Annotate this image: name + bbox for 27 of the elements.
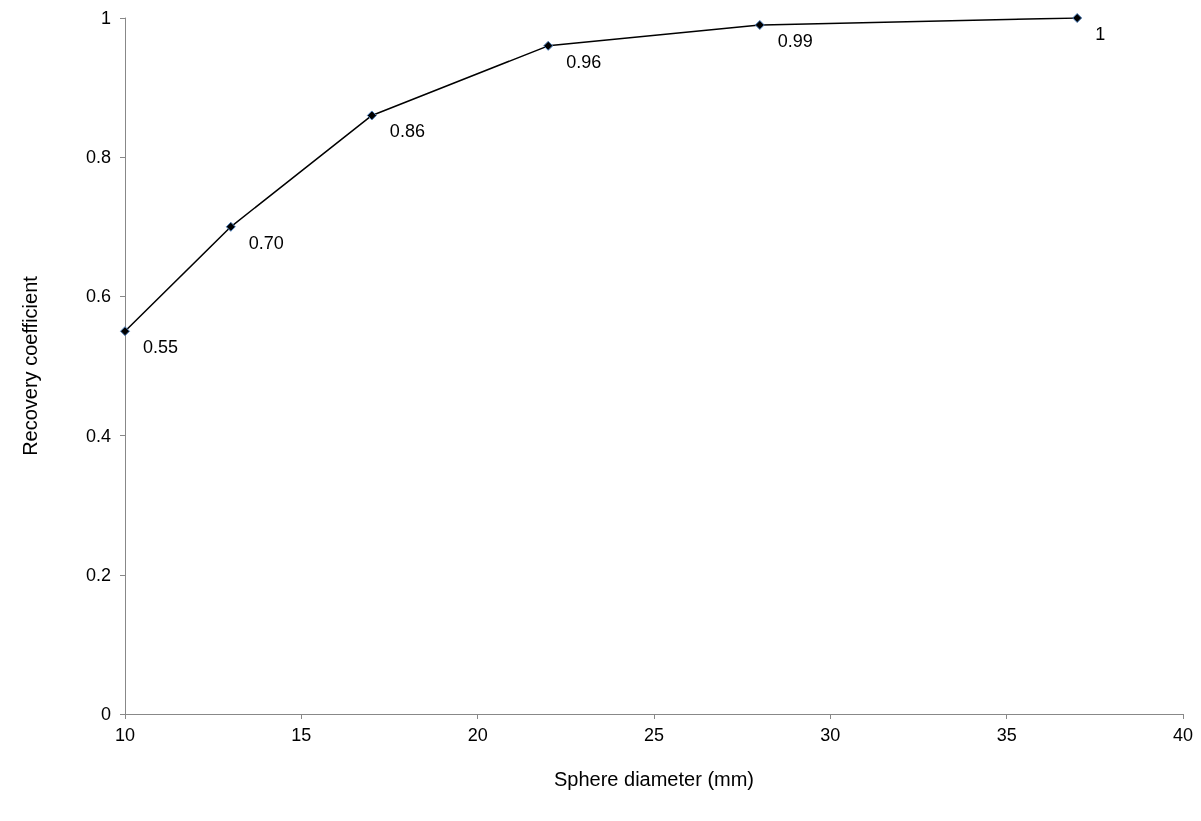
y-tick-label: 1 xyxy=(100,8,111,28)
x-tick-label: 30 xyxy=(820,725,841,745)
x-tick-label: 25 xyxy=(643,725,665,745)
y-tick-label: 0.6 xyxy=(85,286,111,307)
x-axis-title: Sphere diameter (mm) xyxy=(553,768,755,790)
x-tick-label: 10 xyxy=(114,725,136,745)
point xyxy=(366,110,377,121)
point xyxy=(120,326,130,337)
data-label: 0.96 xyxy=(566,51,602,72)
data-label: 1 xyxy=(1095,24,1106,44)
y-tick-label: 0.4 xyxy=(85,425,111,446)
data-label: 0.70 xyxy=(248,232,284,253)
data-label: 0.99 xyxy=(777,30,813,51)
x-tick-label: 15 xyxy=(291,725,312,745)
x-tick-label: 20 xyxy=(467,725,488,745)
data-label: 0.55 xyxy=(143,337,179,358)
y-tick-label: 0.8 xyxy=(85,147,111,168)
data-label: 0.86 xyxy=(389,121,425,142)
point xyxy=(543,40,554,51)
y-tick-label: 0 xyxy=(100,704,111,724)
x-tick-label: 40 xyxy=(1172,725,1194,745)
point xyxy=(1072,13,1083,23)
point xyxy=(225,221,236,232)
y-axis-title: Recovery coefficient xyxy=(19,275,41,456)
point xyxy=(754,19,765,30)
x-tick-label: 35 xyxy=(996,725,1017,745)
y-tick-label: 0.2 xyxy=(85,564,111,585)
